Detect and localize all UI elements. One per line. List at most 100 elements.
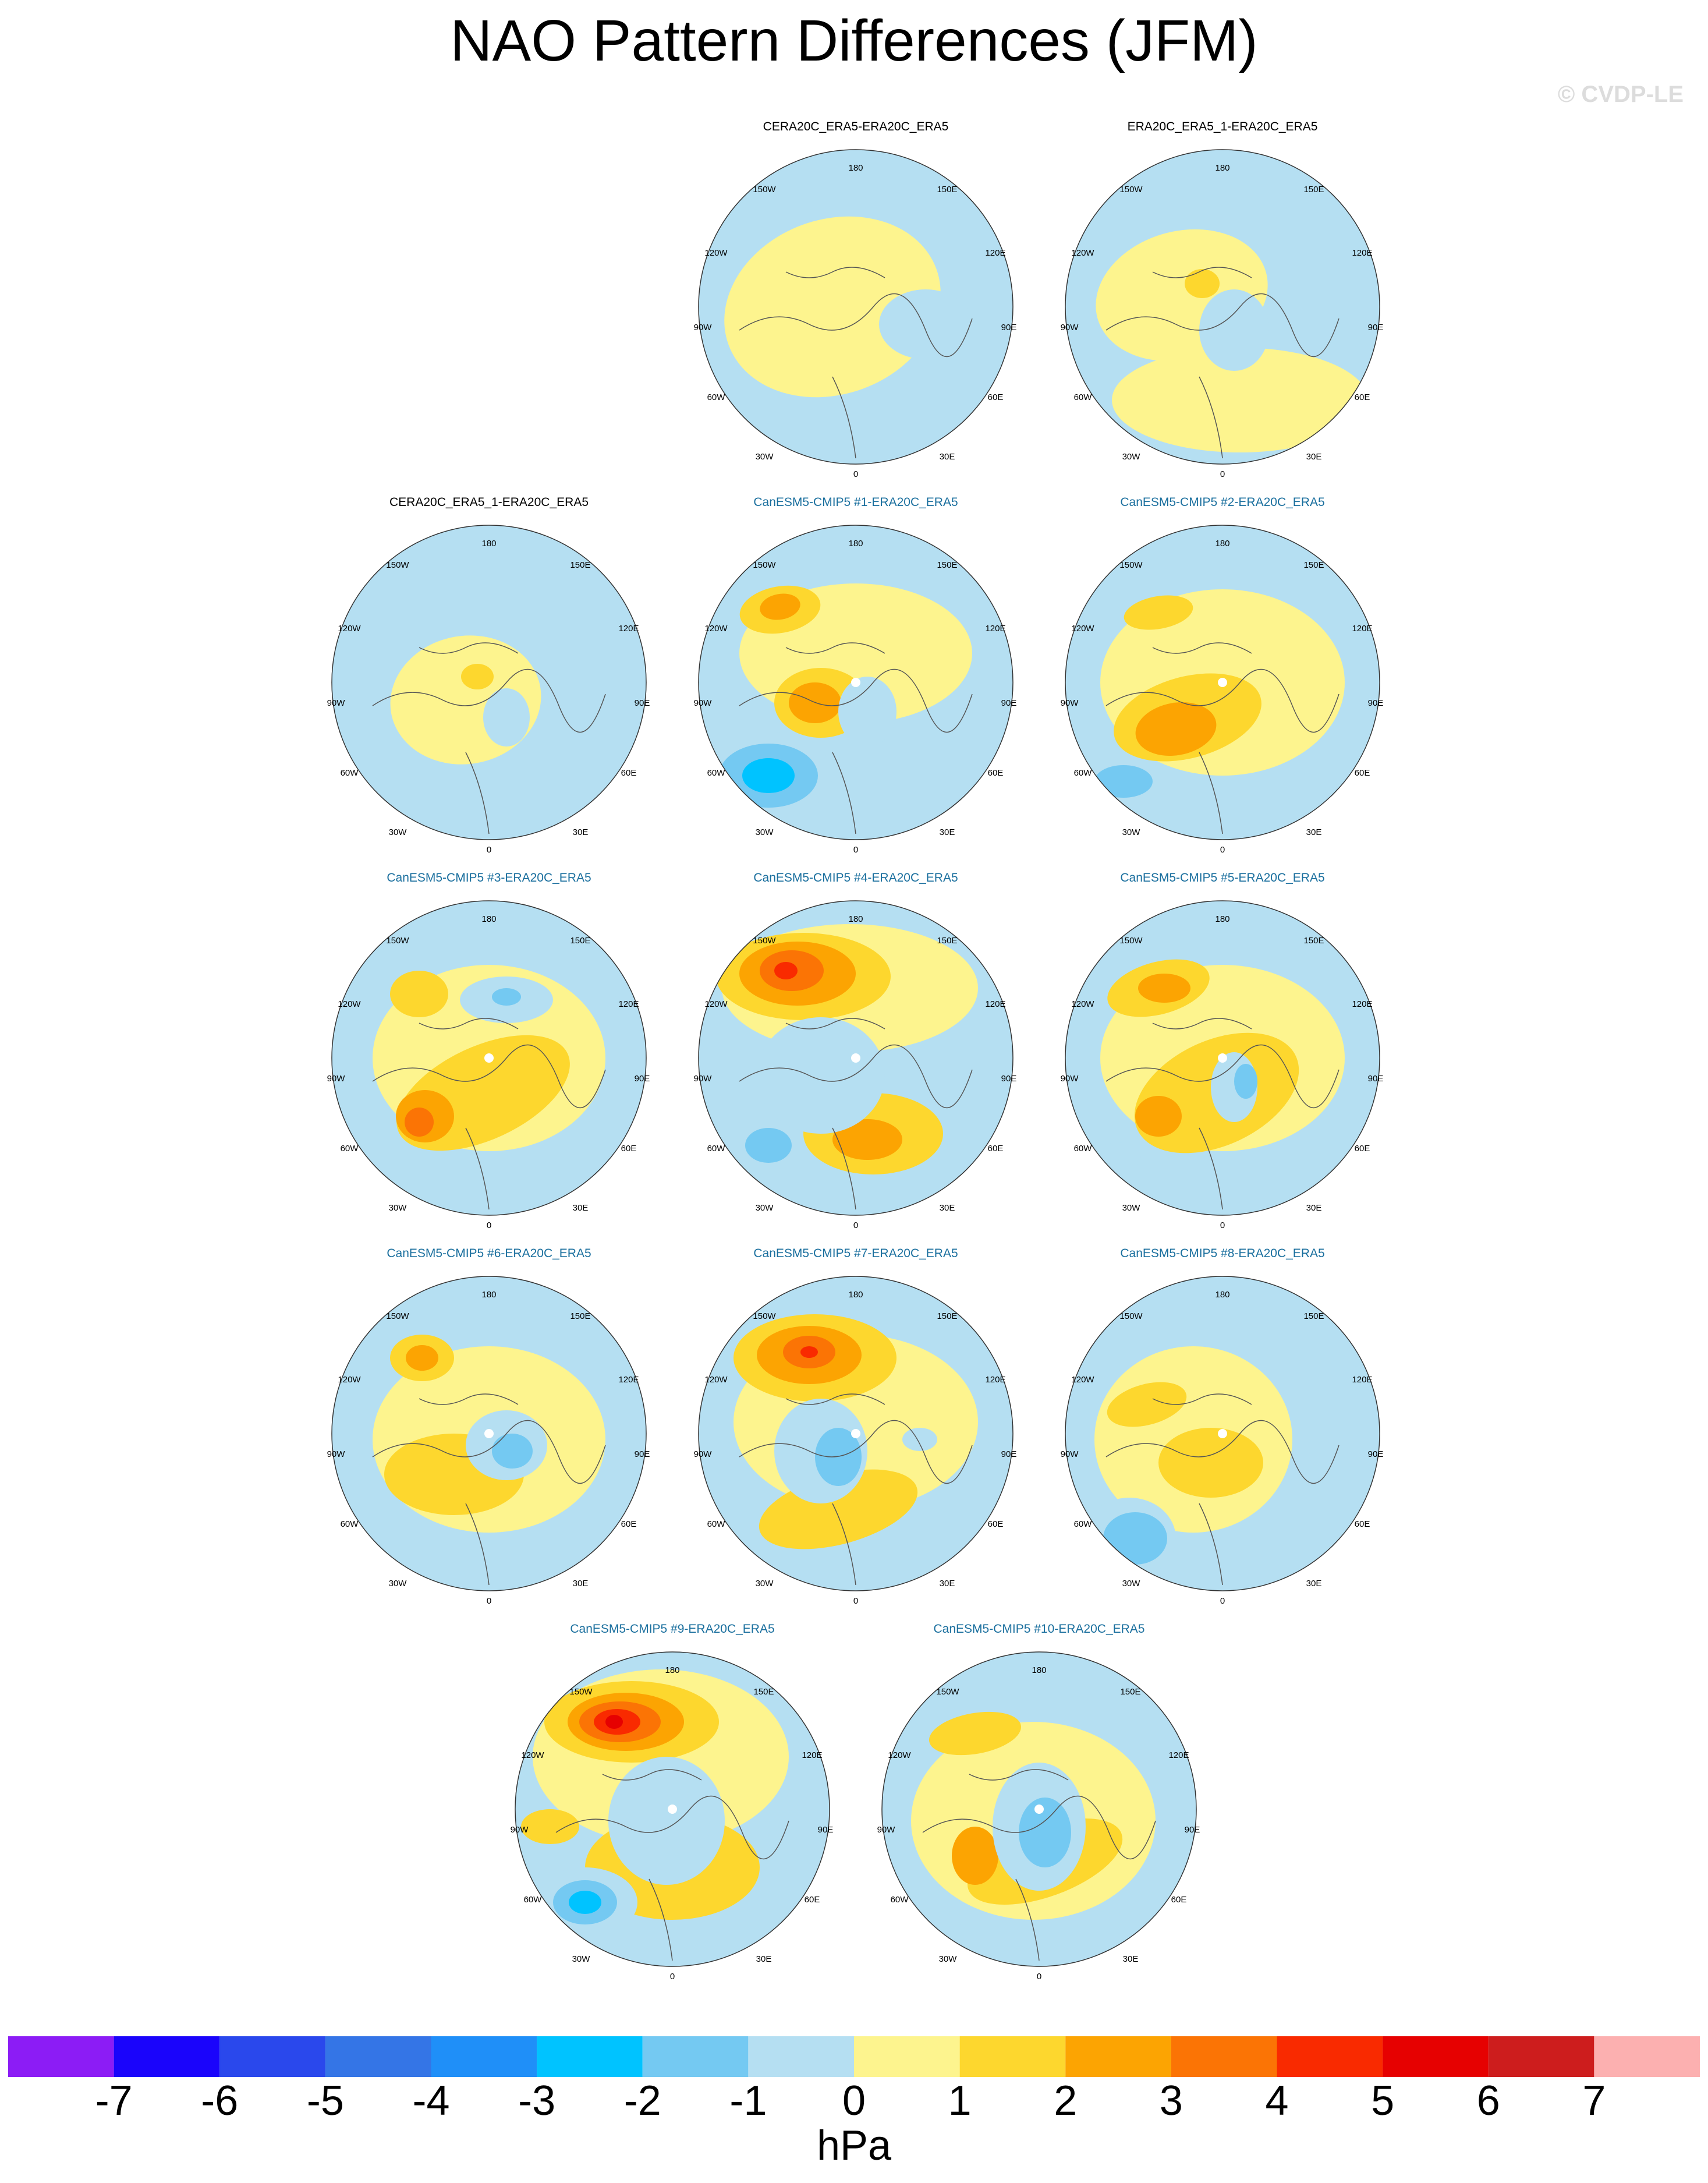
colorbar-swatch: [1594, 2036, 1700, 2077]
contour-region: [1094, 1142, 1141, 1172]
contour-region: [1234, 1064, 1257, 1099]
longitude-label: 60E: [621, 768, 637, 778]
longitude-label: 180: [1215, 914, 1229, 924]
pole-marker: [484, 1429, 494, 1438]
polar-map: 180 150W 150E 120W 120E 90W 90E 60W 60E 30W 30E 0: [694, 149, 1016, 479]
longitude-label: 30E: [1306, 1203, 1322, 1213]
longitude-label: 120E: [985, 624, 1005, 634]
longitude-label: 60W: [891, 1895, 909, 1905]
longitude-label: 180: [1215, 163, 1229, 173]
longitude-label: 30E: [940, 1203, 955, 1213]
map-border: [698, 149, 1014, 465]
map-border: [1065, 1276, 1380, 1591]
longitude-label: 30W: [1122, 1579, 1141, 1588]
contour-region: [902, 1428, 937, 1451]
longitude-label: 30E: [573, 1203, 589, 1213]
longitude-label: 120E: [618, 999, 639, 1009]
pole-marker: [1218, 1053, 1227, 1063]
contour-region: [1185, 269, 1220, 298]
longitude-label: 0: [1220, 845, 1225, 855]
longitude-label: 120E: [1352, 999, 1372, 1009]
colorbar-tick-label: -2: [623, 2078, 661, 2124]
longitude-label: 90W: [511, 1825, 529, 1835]
longitude-label: 120W: [1071, 999, 1094, 1009]
contour-region: [605, 1715, 623, 1729]
contour-region: [724, 216, 941, 398]
longitude-label: 30E: [1123, 1954, 1139, 1964]
colorbar-swatch: [537, 2036, 643, 2077]
longitude-label: 90W: [694, 1449, 713, 1459]
longitude-label: 150E: [1303, 560, 1324, 570]
longitude-label: 180: [481, 914, 496, 924]
longitude-label: 30W: [1122, 1203, 1141, 1213]
contour-region: [838, 677, 896, 746]
longitude-label: 120E: [1352, 248, 1372, 258]
longitude-label: 60W: [707, 1519, 726, 1529]
contour-region: [879, 289, 972, 359]
colorbar-tick-label: 7: [1582, 2078, 1606, 2124]
colorbar-swatch: [8, 2036, 114, 2077]
map-panel: 180 150W 150E 120W 120E 90W 90E 60W 60E 30W 30E 0 Ca…: [675, 495, 1036, 871]
contour-region: [800, 1346, 818, 1358]
longitude-label: 120W: [1071, 248, 1094, 258]
pole-marker: [1034, 1805, 1044, 1814]
longitude-label: 0: [853, 845, 858, 855]
map-border: [331, 900, 647, 1216]
polar-map: 180 150W 150E 120W 120E 90W 90E 60W 60E 30W 30E 0: [694, 900, 1016, 1230]
contour-region: [952, 1827, 998, 1885]
contour-region: [1112, 348, 1368, 452]
contour-region: [1094, 765, 1153, 798]
coastline: [739, 1018, 973, 1210]
colorbar-swatch: [1277, 2036, 1383, 2077]
panel-title: CanESM5-CMIP5 #3-ERA20C_ERA5: [387, 871, 591, 884]
panel-title: CanESM5-CMIP5 #5-ERA20C_ERA5: [1120, 871, 1325, 884]
longitude-label: 150W: [753, 1311, 776, 1321]
longitude-label: 0: [670, 1972, 675, 1982]
map-border: [515, 1651, 830, 1967]
longitude-label: 90W: [1061, 698, 1079, 708]
longitude-label: 30W: [389, 1579, 407, 1588]
longitude-label: 30E: [573, 827, 589, 837]
longitude-label: 150W: [753, 185, 776, 194]
longitude-label: 90E: [1368, 1074, 1384, 1084]
colorbar-swatch: [1383, 2036, 1489, 2077]
longitude-label: 180: [848, 539, 863, 549]
map-panel: 180 150W 150E 120W 120E 90W 90E 60W 60E 30W 30E 0 Ca…: [1042, 495, 1403, 871]
pole-marker: [851, 1429, 860, 1438]
longitude-label: 30W: [756, 1203, 774, 1213]
map-panel: 180 150W 150E 120W 120E 90W 90E 60W 60E 30W 30E 0 Ca…: [309, 871, 669, 1246]
colorbar-tick-label: 0: [842, 2078, 866, 2124]
polar-map: 180 150W 150E 120W 120E 90W 90E 60W 60E 30W 30E 0: [1061, 1276, 1383, 1606]
longitude-label: 30W: [939, 1954, 958, 1964]
polar-map: 180 150W 150E 120W 120E 90W 90E 60W 60E 30W 30E 0: [511, 1651, 833, 1982]
contour-region: [1107, 1382, 1187, 1427]
colorbar-swatch: [854, 2036, 960, 2077]
longitude-label: 0: [1220, 469, 1225, 479]
longitude-label: 150W: [936, 1687, 959, 1697]
longitude-label: 150W: [386, 1311, 409, 1321]
panel-title: ERA20C_ERA5_1-ERA20C_ERA5: [1127, 120, 1318, 133]
contour-region: [608, 1757, 725, 1885]
longitude-label: 150E: [937, 185, 957, 194]
contour-region: [905, 1891, 963, 1937]
contour-region: [760, 593, 800, 620]
panel-title: CanESM5-CMIP5 #4-ERA20C_ERA5: [753, 871, 958, 884]
longitude-label: 60W: [707, 768, 726, 778]
map-border: [1065, 900, 1380, 1216]
longitude-label: 150E: [1120, 1687, 1140, 1697]
contour-region: [521, 1809, 579, 1844]
map-border: [698, 900, 1014, 1216]
pole-marker: [851, 1053, 860, 1063]
longitude-label: 60W: [341, 1144, 359, 1154]
longitude-label: 0: [1037, 1972, 1041, 1982]
contour-region: [757, 1017, 885, 1134]
colorbar-tick-label: 2: [1054, 2078, 1078, 2124]
longitude-label: 120E: [1168, 1750, 1189, 1760]
map-panel: 180 150W 150E 120W 120E 90W 90E 60W 60E 30W 30E 0 Ca…: [1042, 871, 1403, 1246]
colorbar-swatch: [959, 2036, 1066, 2077]
contour-region: [929, 1711, 1022, 1756]
longitude-label: 150E: [753, 1687, 774, 1697]
map-border: [698, 1276, 1014, 1591]
longitude-label: 90W: [1061, 1074, 1079, 1084]
colorbar-tick-label: -3: [518, 2078, 556, 2124]
